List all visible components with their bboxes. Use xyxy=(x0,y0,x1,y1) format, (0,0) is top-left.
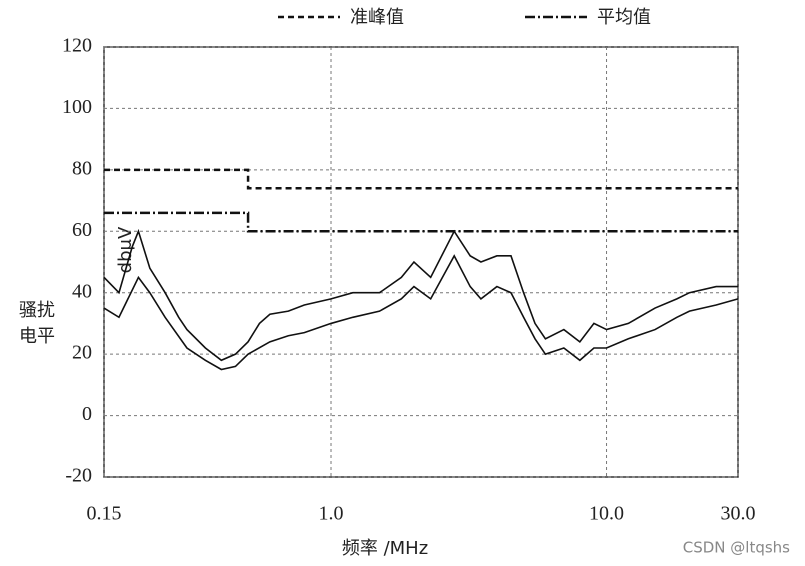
y-axis-label-cn: 电平 xyxy=(19,326,55,347)
y-tick-label: 80 xyxy=(72,157,92,179)
y-tick-label: 20 xyxy=(72,342,92,364)
plot-frame xyxy=(103,46,739,478)
y-tick-label: 100 xyxy=(62,96,92,118)
x-tick-label: 30.0 xyxy=(721,503,756,525)
y-tick-label: -20 xyxy=(65,465,92,487)
y-axis-label: dbμV xyxy=(115,226,136,273)
limit-line xyxy=(104,168,738,190)
limit-line xyxy=(104,211,738,233)
y-axis-label-cn: 骚扰 xyxy=(19,300,55,321)
x-axis-label: 频率 /MHz xyxy=(342,538,428,559)
x-tick-label: 0.15 xyxy=(87,503,122,525)
measured-trace xyxy=(103,254,739,371)
x-tick-label: 10.0 xyxy=(589,503,624,525)
y-tick-label: 60 xyxy=(72,219,92,241)
legend-label: 平均值 xyxy=(597,7,651,28)
y-tick-label: 40 xyxy=(72,280,92,302)
y-tick-label: 120 xyxy=(62,35,92,57)
watermark: CSDN @ltqshs xyxy=(683,539,790,557)
y-tick-label: 0 xyxy=(82,403,92,425)
legend-label: 准峰值 xyxy=(350,7,404,28)
measured-trace xyxy=(103,228,738,362)
x-tick-label: 1.0 xyxy=(319,503,344,525)
